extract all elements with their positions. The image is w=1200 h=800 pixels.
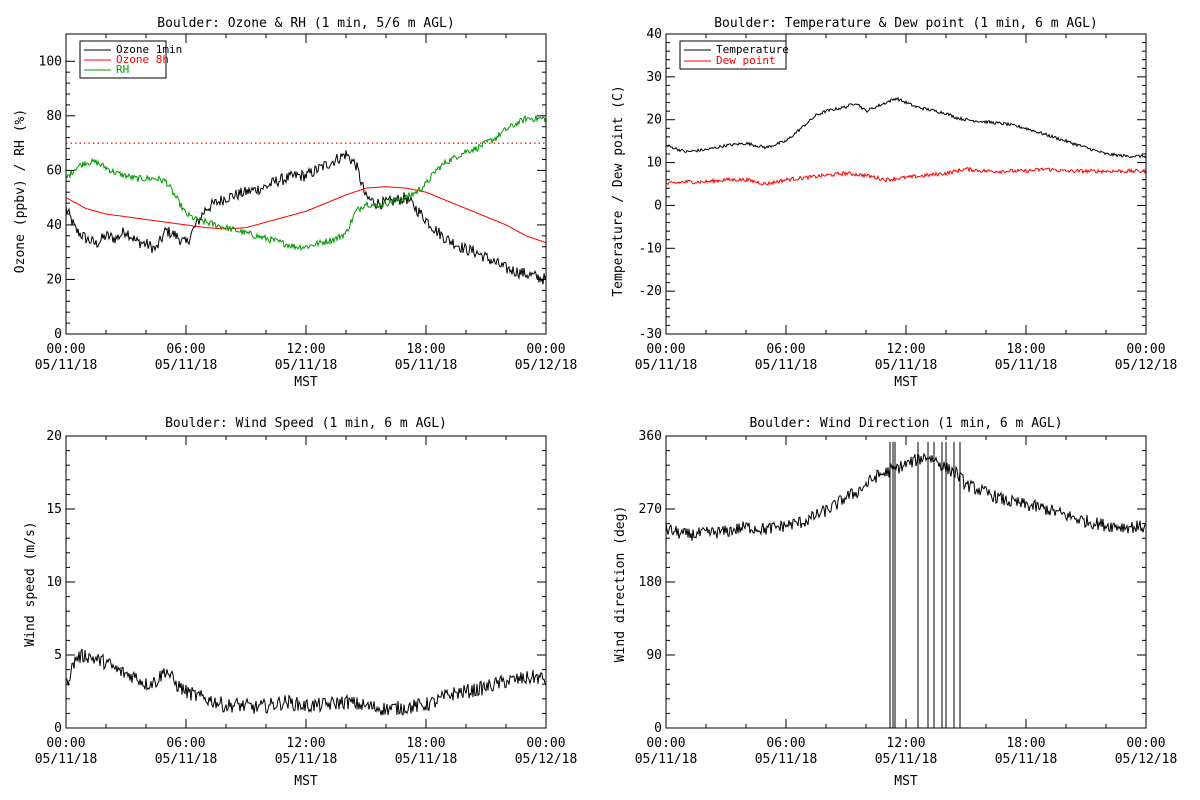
y-tick-label: 20 [46, 429, 62, 444]
x-tick-label-time: 18:00 [1006, 342, 1045, 357]
x-tick-label-time: 00:00 [526, 342, 565, 357]
series-line [665, 166, 1147, 186]
x-tick-label-time: 00:00 [46, 736, 85, 751]
x-tick-label-date: 05/11/18 [635, 752, 698, 767]
x-tick-label-time: 12:00 [886, 342, 925, 357]
series-line [65, 114, 547, 251]
x-tick-label-time: 06:00 [766, 342, 805, 357]
panel-ozone-rh: Boulder: Ozone & RH (1 min, 5/6 m AGL) O… [13, 16, 577, 390]
y-tick-label: 0 [54, 327, 62, 342]
panel-wind-speed: Boulder: Wind Speed (1 min, 6 m AGL) Win… [23, 416, 577, 789]
y-tick-label: 20 [46, 272, 62, 287]
x-tick-label-date: 05/11/18 [875, 358, 938, 373]
legend: Temperature Dew point [679, 40, 789, 70]
x-tick-label-time: 00:00 [1126, 736, 1165, 751]
x-tick-label-date: 05/11/18 [635, 358, 698, 373]
y-axis-label: Temperature / Dew point (C) [611, 85, 626, 296]
y-axis-label: Wind direction (deg) [613, 506, 628, 663]
x-tick-label-date: 05/11/18 [995, 358, 1058, 373]
x-tick-label-date: 05/11/18 [395, 752, 458, 767]
y-tick-label: -10 [639, 241, 662, 256]
y-tick-label: -30 [639, 327, 662, 342]
x-tick-label-date: 05/11/18 [275, 752, 338, 767]
x-tick-label-time: 06:00 [766, 736, 805, 751]
series-line [65, 648, 547, 716]
x-tick-label-time: 12:00 [286, 736, 325, 751]
x-tick-label-date: 05/11/18 [155, 358, 218, 373]
x-tick-label-date: 05/11/18 [35, 752, 98, 767]
y-axis-label: Wind speed (m/s) [23, 521, 38, 646]
x-tick-label-date: 05/11/18 [875, 752, 938, 767]
y-tick-label: 40 [646, 27, 662, 42]
y-tick-label: 90 [646, 648, 662, 663]
y-tick-label: 40 [46, 218, 62, 233]
legend-entry: RH [116, 63, 129, 76]
x-tick-label-date: 05/11/18 [275, 358, 338, 373]
plot-frame [65, 33, 547, 335]
legend-entry: Dew point [716, 54, 776, 67]
legend: Ozone 1min Ozone 8h RH [79, 40, 182, 79]
y-tick-label: 5 [54, 648, 62, 663]
x-tick-label-date: 05/11/18 [755, 358, 818, 373]
x-tick-label-date: 05/11/18 [755, 752, 818, 767]
series-line [665, 96, 1147, 159]
y-tick-label: 100 [39, 54, 62, 69]
plot-frame [665, 435, 1147, 729]
panel-temperature-dewpoint: Boulder: Temperature & Dew point (1 min,… [611, 16, 1177, 390]
y-tick-label: 30 [646, 70, 662, 85]
x-tick-label-time: 18:00 [1006, 736, 1045, 751]
x-tick-label-date: 05/11/18 [395, 358, 458, 373]
x-tick-label-time: 18:00 [406, 342, 445, 357]
chart-title: Boulder: Wind Speed (1 min, 6 m AGL) [165, 416, 447, 431]
y-tick-label: 20 [646, 113, 662, 128]
y-tick-label: 180 [639, 575, 662, 590]
series-line [65, 186, 547, 244]
chart-title: Boulder: Wind Direction (1 min, 6 m AGL) [749, 416, 1062, 431]
y-axis-label: Ozone (ppbv) / RH (%) [13, 109, 28, 273]
x-tick-label-time: 00:00 [526, 736, 565, 751]
x-tick-label-date: 05/11/18 [155, 752, 218, 767]
y-tick-label: 0 [654, 721, 662, 736]
legend-entry: Ozone 8h [116, 53, 169, 66]
y-tick-label: 10 [46, 575, 62, 590]
y-tick-label: -20 [639, 284, 662, 299]
x-tick-label-date: 05/11/18 [995, 752, 1058, 767]
x-tick-label-time: 06:00 [166, 736, 205, 751]
x-tick-label-time: 12:00 [886, 736, 925, 751]
x-axis-label: MST [894, 375, 918, 390]
y-tick-label: 80 [46, 109, 62, 124]
x-tick-label-time: 12:00 [286, 342, 325, 357]
legend-entry: Ozone 1min [116, 43, 182, 56]
y-tick-label: 360 [639, 429, 662, 444]
chart-title: Boulder: Ozone & RH (1 min, 5/6 m AGL) [157, 16, 454, 31]
x-tick-label-time: 00:00 [646, 736, 685, 751]
x-tick-label-time: 18:00 [406, 736, 445, 751]
x-tick-label-time: 00:00 [646, 342, 685, 357]
y-tick-label: 0 [54, 721, 62, 736]
x-tick-label-date: 05/12/18 [515, 358, 578, 373]
plot-frame [665, 33, 1147, 335]
y-tick-label: 10 [646, 156, 662, 171]
x-tick-label-time: 00:00 [46, 342, 85, 357]
x-tick-label-date: 05/11/18 [35, 358, 98, 373]
y-tick-label: 15 [46, 502, 62, 517]
panel-wind-direction: Boulder: Wind Direction (1 min, 6 m AGL)… [613, 416, 1177, 789]
x-axis-label: MST [894, 774, 918, 789]
series-line [65, 150, 547, 285]
x-tick-label-date: 05/12/18 [1115, 358, 1178, 373]
chart-title: Boulder: Temperature & Dew point (1 min,… [714, 16, 1098, 31]
plot-frame [65, 435, 547, 729]
x-axis-label: MST [294, 774, 318, 789]
y-tick-label: 0 [654, 198, 662, 213]
x-axis-label: MST [294, 375, 318, 390]
legend-entry: Temperature [716, 43, 789, 56]
x-tick-label-date: 05/12/18 [515, 752, 578, 767]
x-tick-label-time: 00:00 [1126, 342, 1165, 357]
y-tick-label: 270 [639, 502, 662, 517]
series-line [665, 452, 1147, 541]
y-tick-label: 60 [46, 163, 62, 178]
x-tick-label-date: 05/12/18 [1115, 752, 1178, 767]
x-tick-label-time: 06:00 [166, 342, 205, 357]
